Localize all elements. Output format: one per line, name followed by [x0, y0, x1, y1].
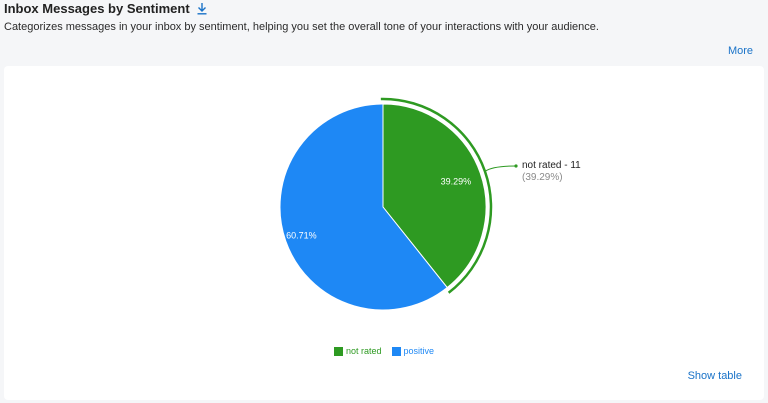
- legend-swatch: [333, 346, 343, 356]
- callout-label: not rated - 11: [522, 160, 581, 171]
- more-link[interactable]: More: [727, 45, 753, 57]
- slice-percent-label: 39.29%: [441, 176, 472, 186]
- callout-connector: [484, 165, 517, 172]
- legend-label: positive: [403, 346, 435, 356]
- callout-dot: [514, 164, 518, 168]
- pie-slice-not-rated[interactable]: [382, 103, 487, 289]
- callout-sublabel: (39.29%): [522, 172, 563, 183]
- download-icon[interactable]: [196, 2, 208, 15]
- legend-label: not rated: [345, 346, 382, 356]
- pie-chart: 39.29% 60.71% not rated - 11(39.29%): [279, 97, 581, 311]
- chart-header: Inbox Messages by Sentiment: [4, 0, 208, 16]
- legend: not rated positive: [4, 346, 764, 356]
- legend-item-positive[interactable]: positive: [391, 346, 435, 356]
- chart-title: Inbox Messages by Sentiment: [4, 0, 190, 16]
- legend-item-not-rated[interactable]: not rated: [333, 346, 382, 356]
- slice-percent-label: 60.71%: [286, 231, 317, 241]
- pie-slice-positive[interactable]: [279, 103, 448, 311]
- chart-card: 39.29% 60.71% not rated - 11 (39.29%) not …: [4, 66, 764, 400]
- chart-subtitle: Categorizes messages in your inbox by se…: [4, 21, 599, 33]
- show-table-link[interactable]: Show table: [687, 370, 742, 382]
- legend-swatch: [391, 346, 401, 356]
- title-row: Inbox Messages by Sentiment: [4, 0, 208, 16]
